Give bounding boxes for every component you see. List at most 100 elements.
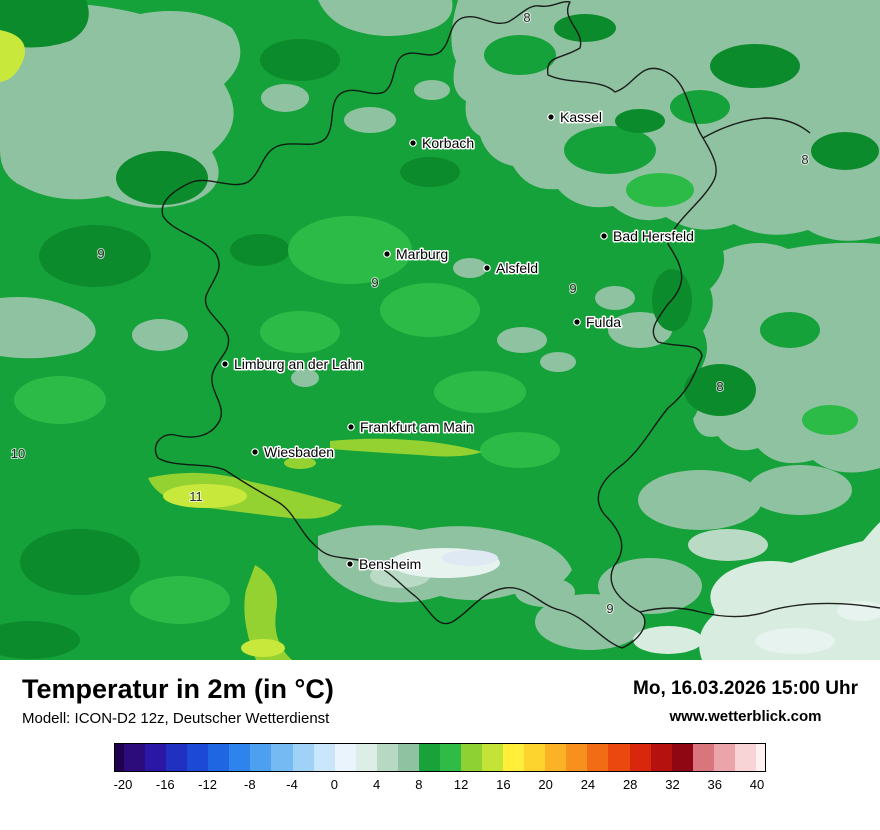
map-region-pale-sage-shape xyxy=(688,529,768,561)
temperature-value-label: 9 xyxy=(97,246,104,261)
colorbar-segment xyxy=(671,744,693,771)
city-label: Kassel xyxy=(560,109,602,125)
map-region-dark-green-shape xyxy=(684,364,756,416)
city-dot xyxy=(347,423,355,431)
colorbar-tick-label: 8 xyxy=(415,777,423,792)
colorbar-segment xyxy=(461,744,483,771)
map-title: Temperatur in 2m (in °C) xyxy=(22,674,334,704)
temperature-value-label: 9 xyxy=(606,601,613,616)
temperature-value-label: 9 xyxy=(371,275,378,290)
map-region-dark-green-shape xyxy=(811,132,879,170)
map-region-yellow-green-shape xyxy=(284,457,316,469)
temperature-labels-layer: 8 8 9 9 9 8 10 11 9 xyxy=(10,9,810,617)
colorbar-segment xyxy=(376,744,398,771)
colorbar-segment xyxy=(187,744,209,771)
map-region-sage-shape xyxy=(344,107,396,133)
map-region-bright-green-shape xyxy=(14,376,106,424)
map-region-dark-green-shape xyxy=(20,529,140,595)
footer-right: Mo, 16.03.2026 15:00 Uhr www.wetterblick… xyxy=(633,678,858,725)
colorbar-segment xyxy=(313,744,335,771)
colorbar-segment xyxy=(355,744,377,771)
city-dot xyxy=(221,360,229,368)
map-region-dark-green-shape xyxy=(0,621,80,659)
map-region-dark-green-shape xyxy=(116,151,208,205)
map-region-dark-green-shape xyxy=(39,225,151,287)
colorbar-segment xyxy=(482,744,504,771)
map-region-sage-shape xyxy=(540,352,576,372)
city-marker-frankfurt-am-main: Frankfurt am Main xyxy=(347,418,475,437)
city-dot xyxy=(409,139,417,147)
map-region-green-holes-shape xyxy=(760,312,820,348)
map-region-sage-shape xyxy=(515,577,575,607)
colorbar-tick-label: 36 xyxy=(707,777,722,792)
colorbar-cap-left xyxy=(115,744,124,771)
map-region-dark-green xyxy=(0,0,879,659)
city-dot xyxy=(251,448,259,456)
city-marker-bensheim: Bensheim xyxy=(346,555,423,574)
colorbar-segment xyxy=(503,744,525,771)
colorbar-segment xyxy=(713,744,735,771)
colorbar-tick-labels: -20 -16 -12 -8 -4 0 4 8 12 16 20 24 28 32 36 40 xyxy=(114,777,766,795)
map-region-sage-shape xyxy=(638,470,762,530)
colorbar-segment xyxy=(692,744,714,771)
map-region-sage-shape xyxy=(497,327,547,353)
city-label: Bad Hersfeld xyxy=(613,228,694,244)
map-region-bright-green-shape xyxy=(288,216,412,284)
footer: Temperatur in 2m (in °C) Modell: ICON-D2… xyxy=(0,660,880,830)
colorbar-tick-label: -20 xyxy=(113,777,133,792)
city-markers-layer: Kassel Korbach Bad Hersfeld Marburg Alsfeld F… xyxy=(221,108,695,574)
city-label: Wiesbaden xyxy=(264,444,334,460)
hesse-border xyxy=(154,0,717,649)
website-url: www.wetterblick.com xyxy=(669,708,822,725)
map-region-sage-shape xyxy=(132,319,188,351)
city-dot xyxy=(600,232,608,240)
temperature-value-label: 11 xyxy=(189,489,203,504)
map-region-mint xyxy=(633,522,880,660)
colorbar-tick-label: 12 xyxy=(453,777,469,792)
city-label: Fulda xyxy=(586,314,621,330)
colorbar-segment xyxy=(545,744,567,771)
colorbar-segment xyxy=(229,744,251,771)
footer-left: Temperatur in 2m (in °C) Modell: ICON-D2… xyxy=(22,674,334,727)
colorbar-segment xyxy=(208,744,230,771)
map-region-dark-green-shape xyxy=(615,109,665,133)
colorbar-segment xyxy=(145,744,167,771)
city-label: Korbach xyxy=(422,135,474,151)
map-region-sage-shape xyxy=(291,369,319,387)
map-region-bright-green-shape xyxy=(130,576,230,624)
city-label: Bensheim xyxy=(359,556,421,572)
map-region-bright-green-shape xyxy=(626,173,694,207)
colorbar-segment xyxy=(397,744,419,771)
city-marker-limburg-an-der-lahn: Limburg an der Lahn xyxy=(221,355,365,374)
colorbar-tick-label: 28 xyxy=(622,777,638,792)
colorbar-segment xyxy=(271,744,293,771)
colorbar-tick-label: 32 xyxy=(665,777,680,792)
map-region-bright-green-shape xyxy=(802,405,858,435)
temperature-value-label: 8 xyxy=(523,10,530,25)
colorbar-tick-label: 0 xyxy=(330,777,338,792)
map-canvas: 8 8 9 9 9 8 10 11 9 Kassel Korbach Bad Hersfeld Mar… xyxy=(0,0,880,660)
map-region-sage-shape xyxy=(414,80,450,100)
colorbar-tick-label: 40 xyxy=(749,777,765,792)
map-region-green-holes-shape xyxy=(484,35,556,75)
forecast-datetime: Mo, 16.03.2026 15:00 Uhr xyxy=(633,678,858,699)
map-region-bright-green-shape xyxy=(434,371,526,413)
map-region-mint-shape xyxy=(699,522,880,660)
map-region-dark-green-shape xyxy=(554,14,616,42)
city-dot xyxy=(573,318,581,326)
city-marker-kassel: Kassel xyxy=(547,108,604,127)
colorbar-segment xyxy=(734,744,756,771)
colorbar-segment xyxy=(524,744,546,771)
footer-header: Temperatur in 2m (in °C) Modell: ICON-D2… xyxy=(22,674,858,727)
map-region-mint-shape xyxy=(633,626,703,654)
city-dot xyxy=(547,113,555,121)
map-region-yellow-green-shape xyxy=(244,565,292,660)
city-dot xyxy=(383,250,391,258)
city-marker-alsfeld: Alsfeld xyxy=(483,259,540,278)
city-label: Marburg xyxy=(396,246,448,262)
map-region-dark-green-shape xyxy=(0,0,89,48)
colorbar-tick-label: -4 xyxy=(286,777,298,792)
model-info: Modell: ICON-D2 12z, Deutscher Wetterdie… xyxy=(22,710,330,727)
map-region-sage-shape xyxy=(693,242,880,473)
